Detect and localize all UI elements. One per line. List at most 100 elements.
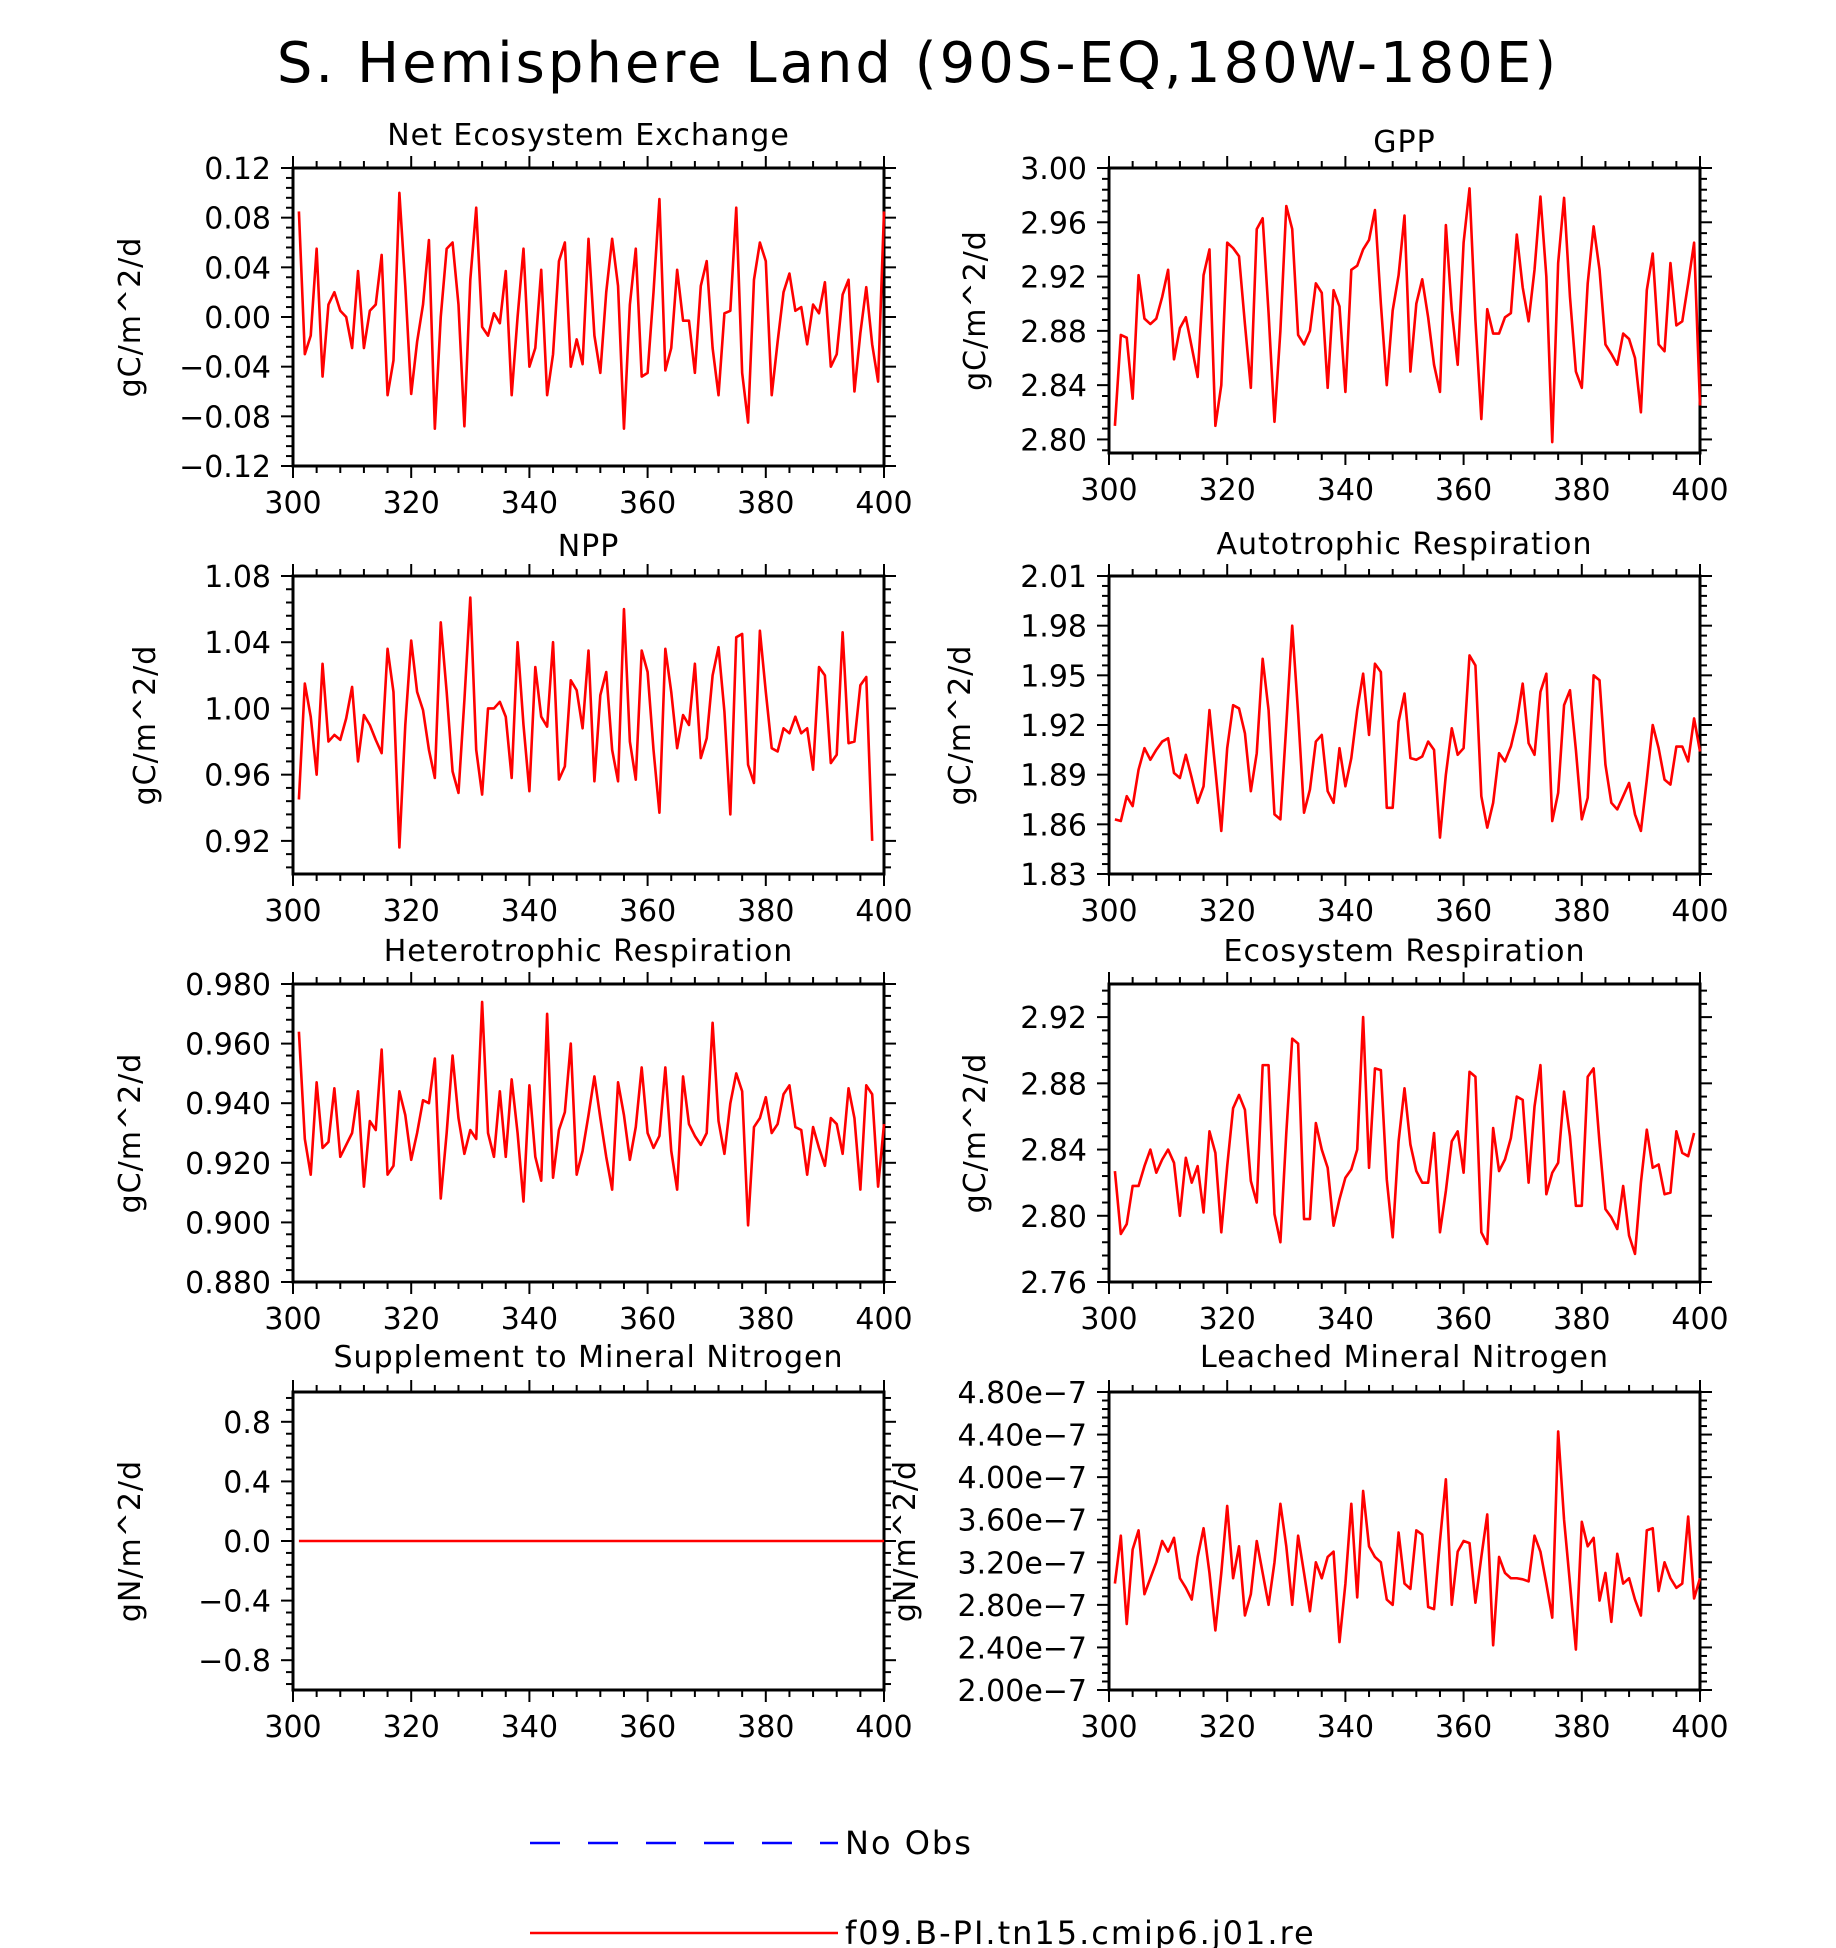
- y-tick-label: 0.08: [204, 202, 271, 237]
- y-tick-label: 4.00e−7: [958, 1461, 1087, 1496]
- x-tick-label: 400: [1671, 1302, 1728, 1337]
- y-tick-label: 2.80e−7: [958, 1589, 1087, 1624]
- plot-frame: [1107, 574, 1702, 876]
- panel-title: Ecosystem Respiration: [1224, 934, 1586, 969]
- y-tick-label: 0.920: [185, 1147, 271, 1182]
- y-tick-label: 4.80e−7: [958, 1376, 1087, 1411]
- panel-title: Supplement to Mineral Nitrogen: [334, 1340, 844, 1375]
- y-tick-label: −0.12: [179, 450, 271, 485]
- legend-model-label: f09.B-PI.tn15.cmip6.j01.re: [845, 1914, 1316, 1948]
- panel-title: Leached Mineral Nitrogen: [1200, 1340, 1609, 1375]
- x-tick-label: 340: [501, 1710, 558, 1745]
- x-tick-label: 340: [501, 486, 558, 521]
- panel-1: 300 320 340 360 380 400 −0.12 −0.08 −0.04 0.00 0.0…: [113, 118, 913, 521]
- y-tick-label: 2.01: [1020, 560, 1087, 595]
- y-tick-label: 2.40e−7: [958, 1631, 1087, 1666]
- chart-panels: 300 320 340 360 380 400 −0.12 −0.08 −0.04 0.00 0.0…: [113, 118, 1729, 1745]
- panel-title: GPP: [1373, 125, 1435, 160]
- x-tick-label: 300: [264, 1302, 321, 1337]
- x-tick-label: 380: [737, 894, 794, 929]
- y-tick-label: 0.960: [185, 1028, 271, 1063]
- x-tick-label: 340: [1317, 1302, 1374, 1337]
- y-tick-label: 1.95: [1020, 659, 1087, 694]
- x-tick-label: 340: [501, 894, 558, 929]
- y-tick-label: 3.20e−7: [958, 1546, 1087, 1581]
- y-tick-label: 1.92: [1020, 709, 1087, 744]
- plot-frame: [291, 982, 886, 1284]
- x-tick-label: 320: [383, 1302, 440, 1337]
- x-tick-label: 300: [1080, 1710, 1137, 1745]
- x-tick-label: 360: [619, 1710, 676, 1745]
- y-axis-label: gC/m^2/d: [113, 1053, 148, 1214]
- y-tick-label: −0.04: [179, 351, 271, 386]
- y-tick-label: −0.8: [198, 1644, 271, 1679]
- y-tick-label: 0.96: [204, 759, 271, 794]
- y-tick-label: 3.00: [1020, 152, 1087, 187]
- x-tick-label: 380: [1553, 894, 1610, 929]
- y-tick-label: 1.04: [204, 626, 271, 661]
- x-tick-label: 320: [1199, 894, 1256, 929]
- y-tick-label: 2.00e−7: [958, 1674, 1087, 1709]
- x-tick-label: 380: [1553, 1710, 1610, 1745]
- x-tick-label: 320: [1199, 473, 1256, 508]
- x-tick-label: 300: [264, 486, 321, 521]
- x-tick-label: 340: [1317, 1710, 1374, 1745]
- y-tick-label: 2.88: [1020, 315, 1087, 350]
- series-line: [297, 1000, 886, 1227]
- x-tick-label: 320: [1199, 1710, 1256, 1745]
- legend-obs-label: No Obs: [845, 1824, 973, 1862]
- x-tick-label: 380: [1553, 473, 1610, 508]
- plot-frame: [291, 574, 886, 876]
- series-line: [1113, 1015, 1696, 1256]
- y-tick-label: 2.84: [1020, 1134, 1087, 1169]
- y-tick-label: 1.86: [1020, 808, 1087, 843]
- plot-frame: [1107, 166, 1702, 455]
- y-tick-label: −0.4: [198, 1585, 271, 1620]
- y-tick-label: 2.92: [1020, 1001, 1087, 1036]
- x-tick-label: 360: [1435, 1710, 1492, 1745]
- y-tick-label: 0.980: [185, 968, 271, 1003]
- y-tick-label: 0.900: [185, 1206, 271, 1241]
- y-tick-label: −0.08: [179, 400, 271, 435]
- x-tick-label: 360: [619, 486, 676, 521]
- x-tick-label: 380: [737, 1302, 794, 1337]
- y-tick-label: 3.60e−7: [958, 1504, 1087, 1539]
- series-line: [1113, 187, 1702, 444]
- x-tick-label: 400: [855, 1302, 912, 1337]
- y-tick-label: 2.76: [1020, 1266, 1087, 1301]
- x-tick-label: 300: [1080, 894, 1137, 929]
- y-tick-label: 2.96: [1020, 206, 1087, 241]
- plot-frame: [291, 166, 886, 468]
- x-tick-label: 340: [1317, 473, 1374, 508]
- x-tick-label: 400: [855, 1710, 912, 1745]
- x-tick-label: 340: [1317, 894, 1374, 929]
- y-tick-label: 1.98: [1020, 610, 1087, 645]
- panel-title: NPP: [558, 529, 620, 564]
- x-tick-label: 360: [1435, 894, 1492, 929]
- x-tick-label: 380: [737, 1710, 794, 1745]
- x-tick-label: 380: [737, 486, 794, 521]
- y-axis-label: gN/m^2/d: [888, 1460, 923, 1622]
- plot-frame: [1107, 982, 1702, 1284]
- x-tick-label: 400: [855, 894, 912, 929]
- x-tick-label: 380: [1553, 1302, 1610, 1337]
- x-tick-label: 360: [1435, 473, 1492, 508]
- y-axis-label: gC/m^2/d: [113, 237, 148, 398]
- y-tick-label: 2.92: [1020, 261, 1087, 296]
- x-tick-label: 300: [264, 894, 321, 929]
- x-tick-label: 360: [619, 1302, 676, 1337]
- legend: No Obs f09.B-PI.tn15.cmip6.j01.re: [530, 1824, 1316, 1948]
- panel-6: 300 320 340 360 380 400 2.76 2.80 2.84 2.88 2.92 Ec…: [958, 934, 1729, 1337]
- panel-title: Net Ecosystem Exchange: [387, 118, 790, 153]
- x-tick-label: 400: [1671, 473, 1728, 508]
- x-tick-label: 300: [1080, 473, 1137, 508]
- y-tick-label: 2.84: [1020, 369, 1087, 404]
- x-tick-label: 320: [383, 486, 440, 521]
- y-tick-label: 0.92: [204, 825, 271, 860]
- x-tick-label: 360: [619, 894, 676, 929]
- panel-7: 300 320 340 360 380 400 −0.8 −0.4 0.0 0.4 0.8 Suppl…: [113, 1340, 913, 1745]
- panel-title: Heterotrophic Respiration: [384, 934, 794, 969]
- panel-title: Autotrophic Respiration: [1216, 527, 1592, 562]
- x-tick-label: 320: [383, 894, 440, 929]
